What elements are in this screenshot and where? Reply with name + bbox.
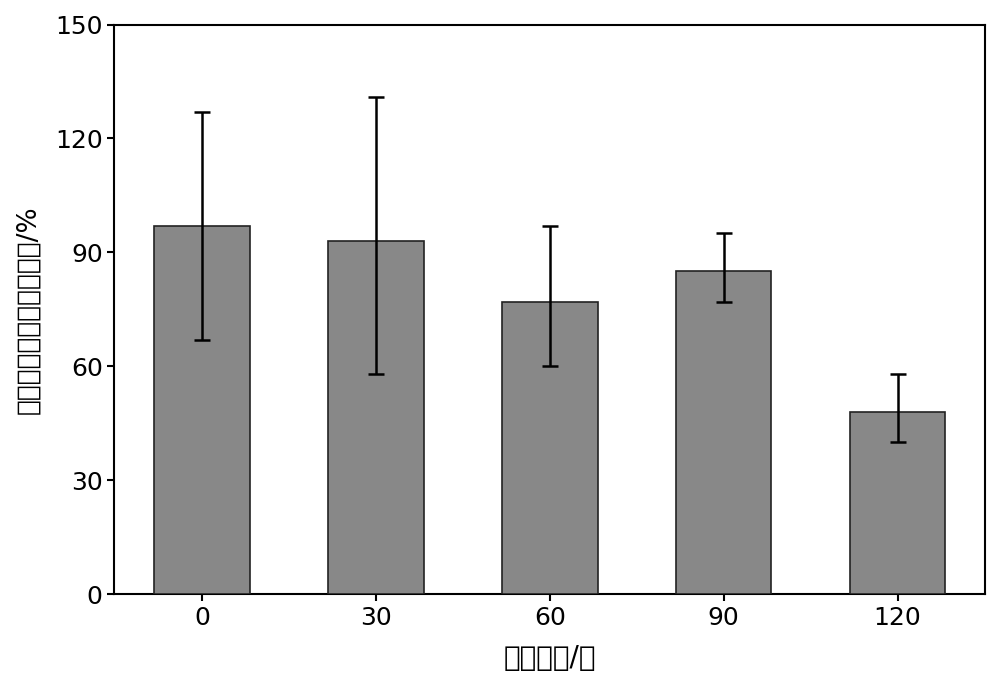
X-axis label: 存储时间/天: 存储时间/天 (503, 644, 596, 672)
Bar (502, 302, 598, 594)
Bar (850, 412, 945, 594)
Y-axis label: 相对于新配酶溶液的活性/%: 相对于新配酶溶液的活性/% (15, 205, 41, 414)
Bar (328, 241, 424, 594)
Bar (154, 226, 250, 594)
Bar (676, 271, 771, 594)
